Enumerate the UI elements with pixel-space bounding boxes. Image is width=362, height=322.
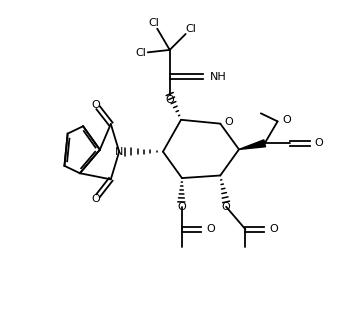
Text: NH: NH — [210, 71, 227, 82]
Text: O: O — [225, 117, 233, 128]
Text: O: O — [178, 202, 186, 212]
Text: O: O — [165, 95, 174, 106]
Text: N: N — [115, 147, 123, 157]
Text: O: O — [206, 224, 215, 234]
Text: Cl: Cl — [135, 48, 146, 58]
Text: O: O — [222, 202, 231, 212]
Text: O: O — [282, 115, 291, 126]
Text: Cl: Cl — [148, 17, 159, 28]
Text: O: O — [270, 224, 278, 234]
Polygon shape — [239, 140, 266, 149]
Text: O: O — [314, 138, 323, 148]
Text: O: O — [91, 99, 100, 110]
Text: Cl: Cl — [185, 24, 196, 34]
Text: O: O — [91, 194, 100, 204]
